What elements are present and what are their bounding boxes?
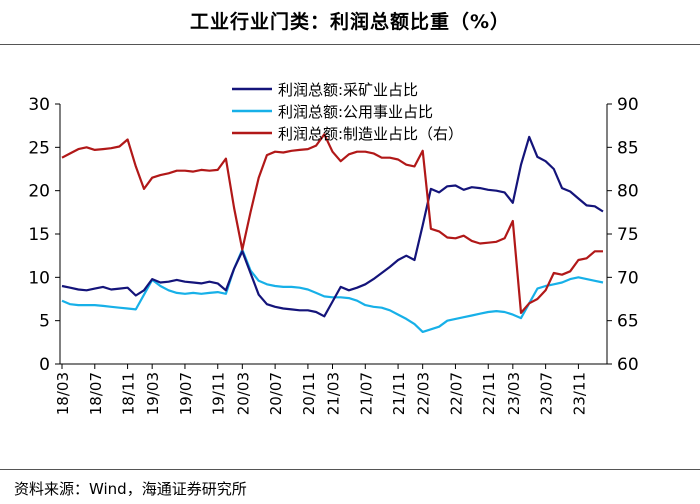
x-tick-label: 18/11 [120,372,138,415]
x-tick-label: 21/11 [390,372,408,415]
x-tick-label: 22/07 [447,372,465,415]
x-tick-label: 23/03 [505,372,523,415]
right-y-tick-label: 80 [617,182,639,202]
x-tick-label: 20/11 [300,372,318,415]
left-y-tick-label: 30 [28,95,50,115]
right-y-tick-label: 75 [617,225,639,245]
x-tick-label: 22/03 [415,372,433,415]
right-y-tick-label: 85 [617,138,639,158]
left-y-tick-label: 5 [39,312,50,332]
right-y-tick-label: 65 [617,312,639,332]
x-tick-label: 21/07 [357,372,375,415]
left-y-tick-label: 10 [28,268,50,288]
right-y-tick-label: 60 [617,355,639,375]
x-tick-label: 20/07 [267,372,285,415]
series-layer [61,133,604,333]
title-divider [0,44,700,45]
x-tick-label: 19/11 [210,372,228,415]
x-tick-label: 19/03 [144,372,162,415]
left-y-tick-label: 20 [28,182,50,202]
x-tick-label: 23/11 [570,372,588,415]
x-tick-label: 20/03 [234,372,252,415]
left-y-tick-label: 15 [28,225,50,245]
chart-title: 工业行业门类：利润总额比重（%） [189,11,511,33]
x-tick-label: 19/07 [177,372,195,415]
source-divider [0,469,700,470]
line-chart: 0 5 10 15 20 25 30 60 65 70 75 80 85 90 18/03 18/07 18/1… [28,81,638,415]
x-tick-label: 18/07 [87,372,105,415]
left-y-tick-label: 0 [39,355,50,375]
left-y-tick-label: 25 [28,138,50,158]
legend-label: 利润总额:采矿业占比 [278,81,418,99]
right-y-tick-label: 70 [617,268,639,288]
x-tick-label: 18/03 [54,372,72,415]
legend-label: 利润总额:制造业占比（右） [278,125,463,143]
chart-axes: 0 5 10 15 20 25 30 60 65 70 75 80 85 90 18/03 18/07 18/1… [28,95,638,415]
series-line-1 [61,135,604,318]
x-tick-label: 23/07 [538,372,556,415]
x-tick-label: 21/03 [325,372,343,415]
series-line-3 [61,133,603,314]
legend-label: 利润总额:公用事业占比 [278,103,433,121]
source-note: 资料来源：Wind，海通证券研究所 [14,480,247,498]
right-y-tick-label: 90 [617,95,639,115]
x-tick-label: 22/11 [480,372,498,415]
